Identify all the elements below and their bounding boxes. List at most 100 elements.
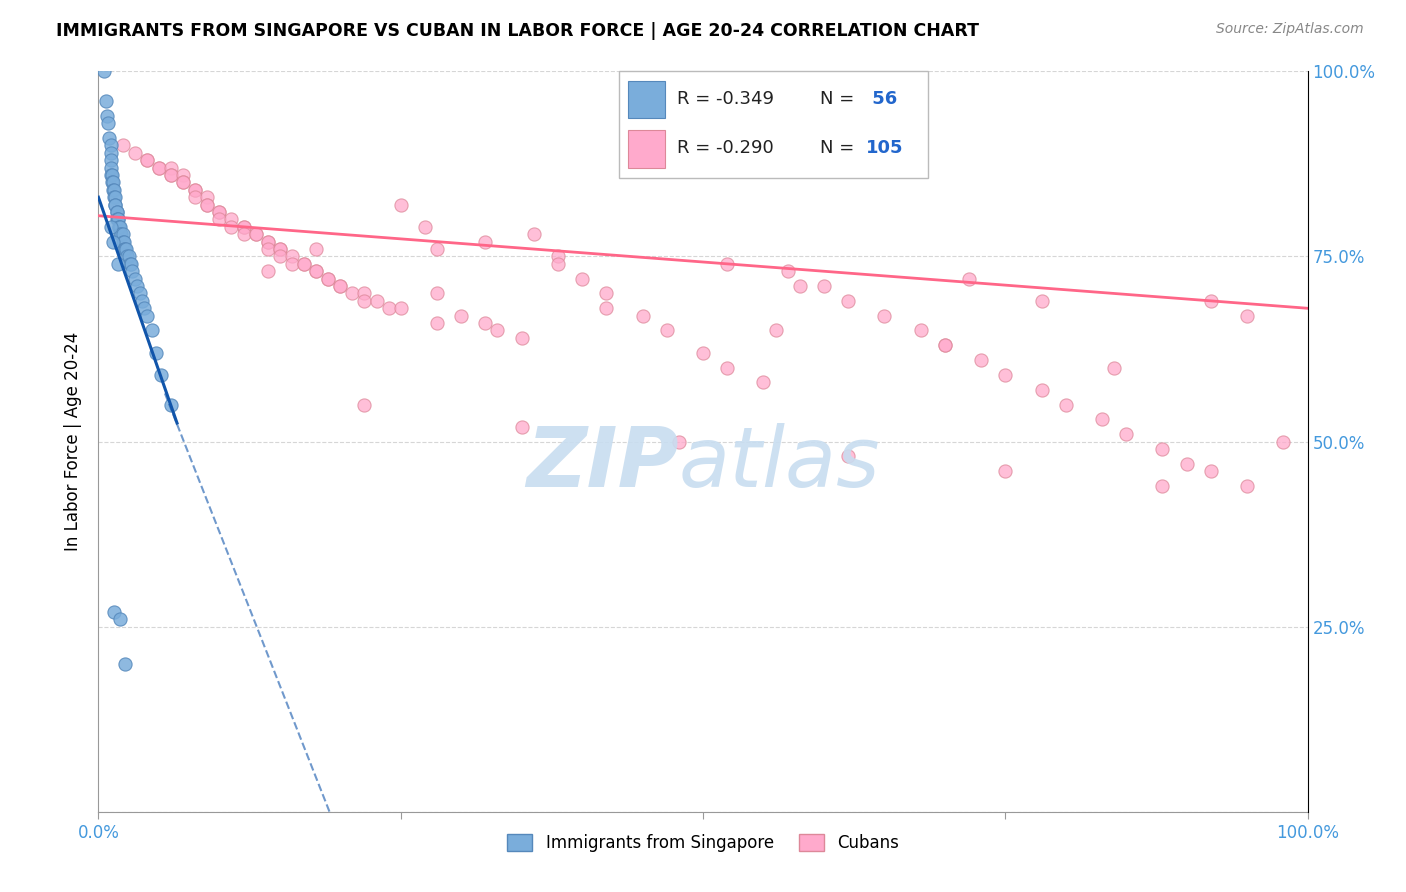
Text: R = -0.290: R = -0.290 <box>678 139 775 157</box>
Point <box>145 345 167 359</box>
Point <box>389 301 412 316</box>
Point <box>195 197 218 211</box>
Point <box>765 324 787 338</box>
Point <box>104 197 127 211</box>
Point <box>595 286 617 301</box>
Point <box>184 190 207 204</box>
Point <box>957 271 980 285</box>
Point <box>1175 457 1198 471</box>
Point <box>342 286 364 301</box>
Point <box>221 219 243 234</box>
Point <box>135 153 157 168</box>
Point <box>150 368 173 382</box>
Point <box>256 264 278 278</box>
Point <box>103 605 125 619</box>
Point <box>1272 434 1295 449</box>
Point <box>256 235 278 249</box>
FancyBboxPatch shape <box>619 71 928 178</box>
Point <box>107 257 129 271</box>
Point <box>316 271 339 285</box>
Point <box>910 324 932 338</box>
Point <box>108 227 131 242</box>
Point <box>108 219 131 234</box>
Point <box>1102 360 1125 375</box>
Point <box>970 353 993 368</box>
Text: Source: ZipAtlas.com: Source: ZipAtlas.com <box>1216 22 1364 37</box>
Point <box>256 235 278 249</box>
Point <box>118 250 141 264</box>
Text: N =: N = <box>820 139 853 157</box>
Point <box>160 161 183 175</box>
Point <box>118 257 141 271</box>
Point <box>510 331 533 345</box>
Point <box>96 109 118 123</box>
Point <box>208 205 231 219</box>
Text: ZIP: ZIP <box>526 423 679 504</box>
Point <box>329 279 352 293</box>
Point <box>100 168 122 182</box>
Point <box>98 131 121 145</box>
Point <box>547 250 569 264</box>
Point <box>776 264 799 278</box>
Point <box>1031 293 1053 308</box>
Legend: Immigrants from Singapore, Cubans: Immigrants from Singapore, Cubans <box>501 828 905 859</box>
Point <box>232 219 254 234</box>
Point <box>100 168 122 182</box>
Point <box>101 175 124 190</box>
Text: R = -0.349: R = -0.349 <box>678 90 775 108</box>
Point <box>160 168 183 182</box>
Point <box>305 264 328 278</box>
Point <box>105 212 128 227</box>
Point <box>269 242 291 256</box>
Point <box>131 293 153 308</box>
Point <box>107 212 129 227</box>
Point <box>269 250 291 264</box>
Point <box>195 190 218 204</box>
Point <box>172 175 194 190</box>
Point <box>813 279 835 293</box>
Point <box>101 183 124 197</box>
Point <box>115 242 138 256</box>
Point <box>510 419 533 434</box>
Point <box>837 293 859 308</box>
Point <box>353 293 375 308</box>
Point <box>135 309 157 323</box>
Point <box>245 227 267 242</box>
Point <box>111 227 134 242</box>
Point <box>172 175 194 190</box>
Point <box>305 264 328 278</box>
Point <box>426 316 449 330</box>
Point <box>100 161 122 175</box>
Point <box>474 316 496 330</box>
Point <box>93 64 115 78</box>
Text: 105: 105 <box>866 139 904 157</box>
Point <box>1152 479 1174 493</box>
Text: 56: 56 <box>866 90 897 108</box>
Point <box>245 227 267 242</box>
Point <box>107 212 129 227</box>
Y-axis label: In Labor Force | Age 20-24: In Labor Force | Age 20-24 <box>65 332 83 551</box>
Point <box>377 301 399 316</box>
Point <box>305 242 328 256</box>
Point <box>366 293 388 308</box>
Point <box>97 116 120 130</box>
Text: atlas: atlas <box>679 423 880 504</box>
Bar <box>628 81 665 119</box>
Point <box>426 242 449 256</box>
Point <box>172 168 194 182</box>
Point <box>108 612 131 626</box>
Point <box>208 212 231 227</box>
Point <box>1199 464 1222 478</box>
Point <box>221 212 243 227</box>
Point <box>595 301 617 316</box>
Point <box>1091 412 1114 426</box>
Point <box>100 175 122 190</box>
Point <box>108 219 131 234</box>
Point <box>353 398 375 412</box>
Point <box>1199 293 1222 308</box>
Point <box>160 168 183 182</box>
Point <box>104 190 127 204</box>
Point <box>112 242 135 256</box>
Point <box>117 250 139 264</box>
Point <box>124 271 146 285</box>
